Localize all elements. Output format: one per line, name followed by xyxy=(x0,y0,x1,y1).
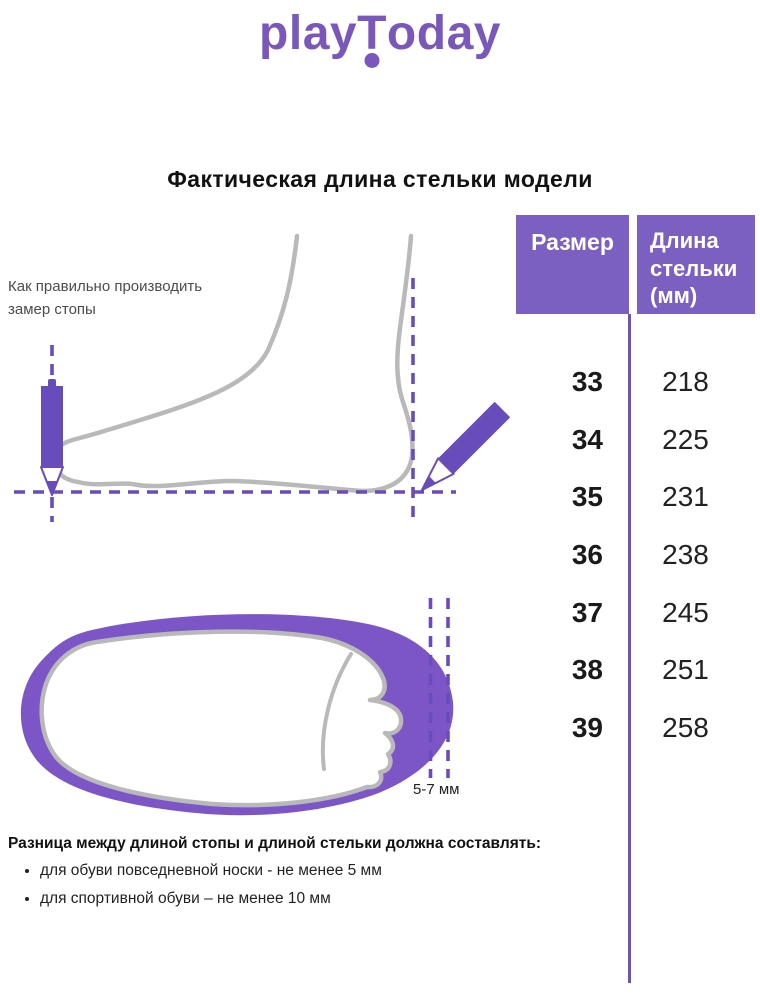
table-row: 35 231 xyxy=(516,468,755,526)
measuring-instruction: Как правильно производить замер стопы xyxy=(8,278,203,318)
table-row: 37 245 xyxy=(516,584,755,642)
table-row: 39 258 xyxy=(516,699,755,757)
foot-crease-line xyxy=(320,652,353,771)
fit-notes: Разница между длиной стопы и длиной стел… xyxy=(8,835,628,918)
notes-heading: Разница между длиной стопы и длиной стел… xyxy=(8,835,542,852)
table-row: 38 251 xyxy=(516,641,755,699)
size-cell: 35 xyxy=(571,481,603,513)
foot-side-outline xyxy=(51,233,415,494)
gap-label: 5-7 мм xyxy=(413,781,460,798)
size-cell: 34 xyxy=(571,423,603,455)
size-cell: 33 xyxy=(571,365,603,397)
note-item: для спортивной обуви – не менее 10 мм xyxy=(40,890,628,908)
size-cell: 38 xyxy=(571,654,603,686)
brand-logo: playT oday xyxy=(0,6,760,68)
size-table: 33 218 34 225 35 231 36 238 37 245 38 25… xyxy=(516,313,755,757)
notes-list: для обуви повседневной носки - не менее … xyxy=(8,862,628,908)
footprint-diagram xyxy=(20,598,454,816)
logo-text-oday: oday xyxy=(386,7,501,60)
size-cell: 39 xyxy=(571,711,603,743)
length-cell: 231 xyxy=(662,481,709,513)
length-cell: 218 xyxy=(662,365,709,397)
table-column-divider xyxy=(628,314,631,983)
size-cell: 37 xyxy=(571,596,603,628)
length-cell: 245 xyxy=(662,596,709,628)
pencil-icon xyxy=(40,379,64,496)
table-row: 34 225 xyxy=(516,411,755,469)
foot-side-view-diagram xyxy=(14,233,510,522)
page-title: Фактическая длина стельки модели xyxy=(167,166,593,192)
logo-text-play: play xyxy=(259,7,358,60)
table-header-size: Размер xyxy=(516,215,629,314)
table-header-insole-length: Длина стельки (мм) xyxy=(637,215,755,314)
pencil-icon xyxy=(420,401,510,492)
note-item: для обуви повседневной носки - не менее … xyxy=(40,862,628,880)
logo-letter-t: T xyxy=(357,6,387,68)
footprint-outline xyxy=(39,629,404,808)
table-row: 36 238 xyxy=(516,526,755,584)
length-cell: 225 xyxy=(662,423,709,455)
logo-dot-icon xyxy=(364,53,380,68)
length-cell: 251 xyxy=(662,654,709,686)
table-row: 33 218 xyxy=(516,353,755,411)
length-cell: 238 xyxy=(662,538,709,570)
size-cell: 36 xyxy=(571,538,603,570)
length-cell: 258 xyxy=(662,711,709,743)
